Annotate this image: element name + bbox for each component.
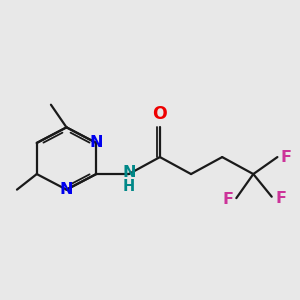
Text: N: N xyxy=(60,182,73,197)
Text: N: N xyxy=(89,135,103,150)
Text: F: F xyxy=(280,150,291,165)
Text: N: N xyxy=(122,165,136,180)
Text: H: H xyxy=(123,179,135,194)
Text: O: O xyxy=(152,105,167,123)
Text: F: F xyxy=(223,192,233,207)
Text: F: F xyxy=(275,190,286,206)
